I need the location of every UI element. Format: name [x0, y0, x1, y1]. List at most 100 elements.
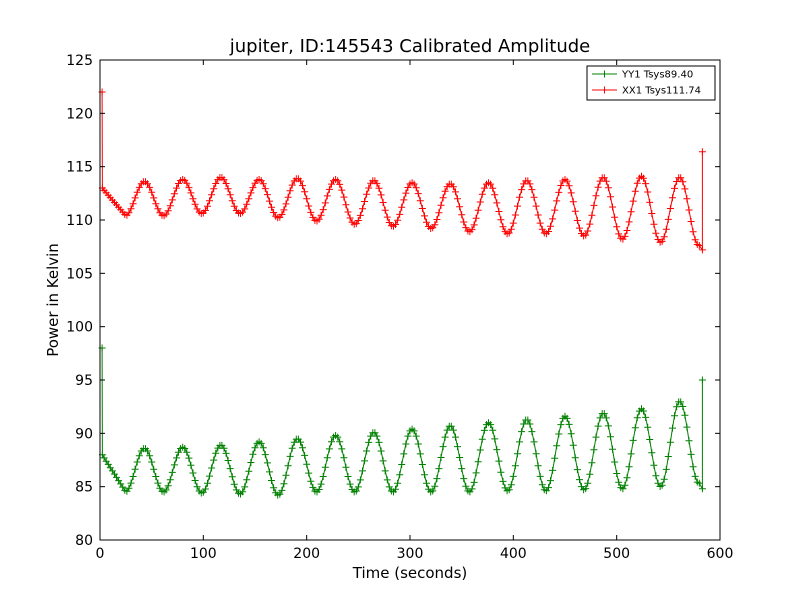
- data-point: [185, 454, 193, 462]
- data-point: [689, 463, 697, 471]
- data-point: [373, 179, 381, 187]
- data-point: [259, 444, 267, 452]
- data-point: [698, 246, 706, 254]
- legend-marker-yy1: [601, 70, 608, 78]
- data-point: [423, 218, 430, 226]
- data-point: [623, 474, 631, 482]
- data-point: [346, 214, 354, 222]
- data-point: [454, 443, 461, 451]
- data-point: [662, 465, 670, 473]
- data-point: [604, 184, 612, 192]
- data-point: [681, 185, 689, 193]
- data-point: [375, 184, 383, 192]
- data-point: [133, 188, 141, 196]
- data-point: [652, 229, 660, 237]
- data-point: [530, 193, 538, 201]
- data-point: [247, 189, 255, 197]
- data-point: [640, 174, 647, 182]
- data-point: [611, 458, 619, 466]
- data-point: [359, 205, 366, 213]
- data-point: [189, 195, 197, 203]
- data-point: [206, 472, 213, 480]
- data-point: [170, 461, 178, 469]
- data-point: [547, 477, 554, 485]
- data-point: [584, 479, 592, 487]
- data-point: [683, 195, 691, 203]
- data-point: [627, 208, 635, 216]
- data-point: [325, 185, 333, 193]
- data-point: [266, 197, 273, 205]
- data-point: [648, 210, 656, 217]
- data-point: [530, 438, 538, 446]
- data-point: [433, 216, 441, 223]
- data-point: [532, 450, 540, 458]
- data-point: [210, 185, 218, 193]
- data-point: [590, 446, 598, 454]
- data-point: [323, 454, 331, 462]
- data-point: [187, 461, 195, 469]
- data-point: [476, 198, 484, 206]
- data-point: [152, 473, 160, 480]
- data-point: [344, 208, 352, 216]
- data-point: [551, 206, 559, 214]
- data-point: [152, 200, 160, 208]
- data-point: [449, 426, 457, 434]
- data-point: [166, 202, 174, 210]
- data-point: [621, 481, 629, 489]
- data-point: [511, 462, 519, 470]
- data-point: [609, 445, 616, 453]
- data-point: [557, 421, 565, 429]
- data-point: [673, 178, 681, 185]
- data-point: [526, 420, 534, 428]
- data-point: [173, 184, 180, 192]
- data-point: [365, 184, 373, 192]
- data-point: [468, 485, 476, 493]
- data-point: [588, 211, 596, 219]
- data-point: [549, 466, 557, 474]
- data-point: [507, 481, 515, 489]
- data-point: [208, 191, 216, 199]
- data-point: [354, 217, 362, 224]
- data-point: [573, 466, 581, 474]
- data-point: [396, 471, 404, 479]
- data-point: [615, 478, 623, 486]
- data-point: [135, 452, 143, 460]
- data-point: [173, 454, 180, 462]
- data-point: [154, 205, 162, 213]
- data-point: [301, 451, 309, 459]
- data-point: [325, 445, 333, 453]
- data-point: [532, 202, 540, 210]
- data-point: [201, 485, 209, 493]
- data-point: [144, 447, 151, 455]
- data-point: [594, 422, 602, 430]
- legend-marker-xx1: [601, 86, 608, 94]
- data-point: [168, 468, 176, 476]
- data-point: [671, 412, 678, 420]
- data-point: [576, 476, 583, 484]
- y-tick-label: 110: [66, 213, 93, 229]
- data-point: [516, 193, 523, 201]
- data-point: [456, 454, 464, 461]
- data-point: [131, 194, 139, 202]
- data-point: [303, 460, 311, 468]
- data-point: [669, 194, 676, 202]
- data-point: [509, 219, 517, 227]
- data-point: [125, 209, 133, 217]
- x-tick-label: 0: [96, 546, 105, 562]
- data-point: [249, 450, 257, 458]
- data-point: [507, 225, 515, 233]
- data-point: [208, 464, 216, 472]
- data-point: [321, 463, 329, 471]
- data-point: [557, 182, 565, 189]
- data-point: [633, 179, 641, 187]
- data-point: [669, 424, 676, 432]
- data-point: [319, 473, 327, 480]
- data-point: [204, 202, 211, 210]
- data-point: [565, 420, 573, 428]
- data-point: [443, 426, 451, 434]
- data-point: [433, 475, 441, 483]
- data-point: [698, 148, 706, 156]
- data-point: [462, 482, 470, 490]
- data-point: [600, 410, 608, 418]
